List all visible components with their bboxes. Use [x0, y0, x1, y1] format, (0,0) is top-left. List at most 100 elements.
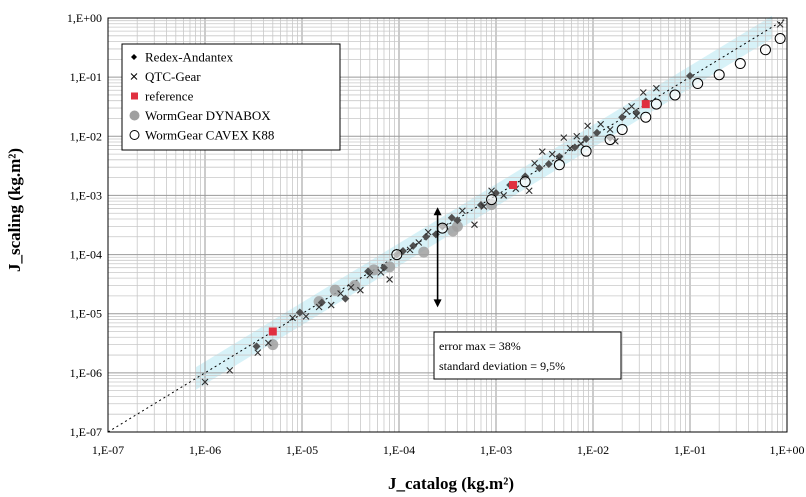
- data-point-diamond: [364, 267, 373, 276]
- legend-marker-filled-circle-icon: [129, 110, 140, 121]
- y-tick-label: 1,E-03: [70, 188, 102, 202]
- x-tick-label: 1,E-01: [674, 443, 706, 457]
- data-point-x: [548, 150, 556, 158]
- data-point-diamond: [453, 216, 462, 225]
- plot-frame: [107, 17, 788, 433]
- data-point-x: [538, 148, 546, 156]
- data-point-x: [639, 89, 647, 96]
- x-tick-label: 1,E-05: [286, 443, 318, 457]
- x-tick-labels: 1,E-07 1,E-06 1,E-05 1,E-04 1,E-03 1,E-02 1,E-…: [92, 443, 805, 457]
- data-point-x: [327, 301, 335, 309]
- legend-item: QTC-Gear: [130, 69, 201, 84]
- data-point-diamond: [379, 263, 388, 272]
- data-point-circle-filled: [451, 220, 463, 232]
- data-point-circle-open: [519, 176, 531, 188]
- legend-marker-x-icon: [130, 73, 138, 80]
- arrow-head-down-icon: [433, 299, 442, 308]
- data-point-x: [302, 313, 310, 320]
- data-point-circle-open: [486, 194, 498, 206]
- data-point-x: [347, 283, 355, 291]
- data-point-x: [488, 187, 495, 195]
- y-tick-label: 1,E-05: [70, 307, 102, 321]
- data-point-circle-filled: [267, 339, 279, 351]
- data-point-circle-open: [616, 124, 628, 136]
- data-point-circle-open: [692, 78, 704, 90]
- data-point-x: [315, 303, 323, 311]
- legend-item: WormGear CAVEX K88: [129, 128, 274, 143]
- data-point-x: [776, 20, 784, 28]
- y-tick-label: 1,E-02: [70, 129, 102, 143]
- data-point-x: [500, 192, 508, 199]
- legend-item: reference: [131, 89, 194, 104]
- y-axis-title: J_scaling (kg.m²): [5, 148, 24, 272]
- legend-box: [121, 43, 341, 151]
- data-point-circle-open: [604, 134, 616, 146]
- data-point-circle-open: [391, 249, 403, 261]
- data-point-diamond: [317, 298, 326, 307]
- y-tick-label: 1,E-07: [70, 425, 102, 439]
- data-point-square: [268, 327, 277, 336]
- data-point-circle-filled: [368, 264, 380, 276]
- legend-label: Redex-Andantex: [145, 50, 234, 65]
- legend-label: QTC-Gear: [145, 69, 201, 84]
- legend-label: reference: [145, 89, 194, 104]
- data-point-diamond: [593, 128, 602, 137]
- data-point-circle-open: [650, 98, 662, 110]
- data-point-x: [566, 144, 574, 152]
- annotation-error-max: error max = 38%: [439, 339, 521, 353]
- data-point-circle-open: [713, 69, 725, 81]
- data-point-x: [415, 239, 423, 246]
- data-point-x: [201, 378, 209, 386]
- data-point-x: [357, 286, 364, 294]
- data-point-x: [458, 207, 466, 215]
- data-point-diamond: [544, 159, 553, 168]
- data-point-x: [622, 107, 630, 115]
- data-point-circle-filled: [384, 261, 396, 273]
- legend-marker-open-circle-icon: [129, 130, 140, 140]
- y-tick-label: 1,E-06: [70, 366, 102, 380]
- data-point-x: [471, 221, 478, 229]
- data-point-x: [254, 349, 262, 356]
- data-point-circle-open: [669, 89, 681, 101]
- data-point-diamond: [422, 232, 431, 241]
- data-point-diamond: [295, 308, 304, 317]
- data-point-x: [573, 132, 581, 140]
- data-point-diamond: [618, 113, 627, 122]
- data-point-x: [577, 140, 585, 148]
- x-tick-label: 1,E-06: [189, 443, 221, 457]
- legend-label: WormGear CAVEX K88: [145, 128, 274, 143]
- data-point-square: [509, 181, 518, 190]
- data-point-circle-open: [436, 222, 448, 234]
- data-point-circle-open: [553, 159, 565, 171]
- data-point-diamond: [447, 213, 456, 222]
- data-points: [201, 20, 786, 386]
- data-point-circle-open: [640, 111, 652, 123]
- data-point-x: [424, 228, 432, 236]
- annotation-box: [433, 331, 622, 380]
- data-point-x: [337, 290, 344, 297]
- arrow-head-up-icon: [433, 207, 442, 216]
- data-point-diamond: [252, 342, 261, 351]
- data-point-x: [377, 268, 385, 276]
- legend-item: WormGear DYNABOX: [129, 108, 271, 123]
- x-tick-label: 1,E-04: [383, 443, 415, 457]
- x-tick-label: 1,E-03: [480, 443, 512, 457]
- data-point-x: [652, 84, 660, 92]
- data-point-x: [264, 339, 272, 347]
- data-point-circle-filled: [349, 279, 361, 291]
- data-point-x: [386, 276, 393, 283]
- x-tick-label: 1,E+00: [769, 443, 804, 457]
- data-point-x: [597, 120, 605, 128]
- data-point-circle-filled: [329, 284, 341, 296]
- data-point-x: [289, 314, 296, 322]
- data-point-circle-filled: [418, 246, 430, 258]
- y-tick-label: 1,E+00: [67, 11, 102, 25]
- data-point-x: [226, 367, 234, 374]
- data-point-diamond: [686, 71, 694, 80]
- x-tick-label: 1,E-02: [577, 443, 609, 457]
- data-point-diamond: [409, 241, 418, 250]
- data-point-x: [525, 187, 533, 195]
- data-point-circle-open: [734, 58, 746, 70]
- data-point-x: [632, 112, 640, 120]
